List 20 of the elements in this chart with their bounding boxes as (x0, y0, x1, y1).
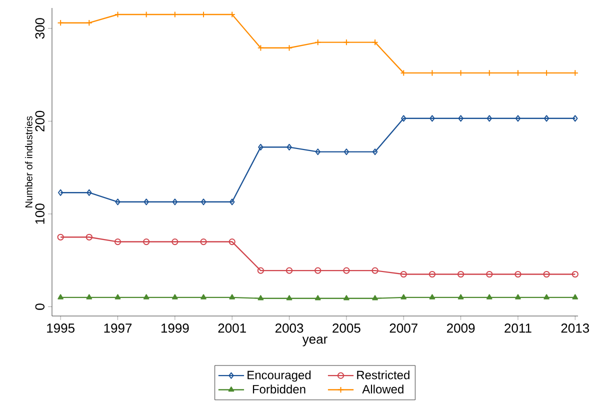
x-tick-label: 1997 (104, 324, 132, 333)
x-tick-label: 2011 (504, 324, 532, 333)
x-tick-label: 1999 (161, 324, 189, 333)
x-tick-label: 2009 (446, 324, 475, 333)
x-tick-label: 2003 (275, 324, 304, 333)
x-tick-label: 2013 (561, 324, 590, 333)
legend-label: Forbidden (252, 384, 306, 394)
y-axis-title: Number of industries (25, 116, 32, 208)
x-axis-title: year (302, 336, 328, 346)
x-tick-label: 1995 (47, 324, 74, 333)
legend-label: Encouraged (248, 370, 311, 382)
y-tick-label: 300 (35, 18, 44, 39)
y-tick-label: 100 (35, 204, 44, 224)
x-tick-label: 2005 (332, 324, 360, 333)
y-tick-label: 0 (35, 304, 44, 310)
x-tick-label: 2007 (390, 324, 418, 333)
legend-label: Allowed (362, 384, 404, 394)
legend-label: Restricted (357, 370, 410, 380)
x-tick-label: 2001 (218, 324, 246, 333)
y-tick-label: 200 (35, 110, 44, 132)
